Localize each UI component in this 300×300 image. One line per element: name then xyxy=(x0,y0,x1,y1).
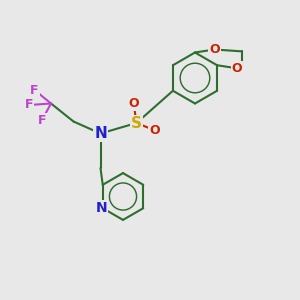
Text: F: F xyxy=(38,113,46,127)
Text: O: O xyxy=(231,62,242,75)
Text: N: N xyxy=(94,126,107,141)
Text: F: F xyxy=(25,98,34,112)
Text: O: O xyxy=(149,124,160,137)
Text: S: S xyxy=(131,116,142,130)
Text: O: O xyxy=(129,97,140,110)
Text: F: F xyxy=(30,83,39,97)
Text: O: O xyxy=(209,43,220,56)
Text: N: N xyxy=(95,201,107,215)
